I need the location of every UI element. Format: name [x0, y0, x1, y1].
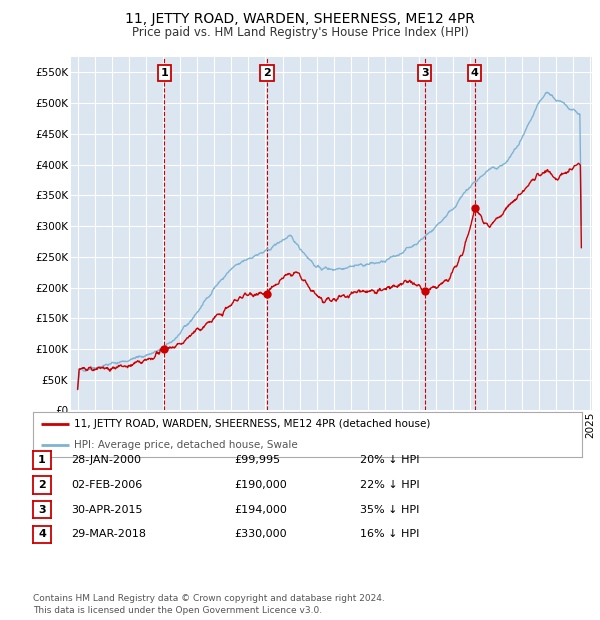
- Text: 11, JETTY ROAD, WARDEN, SHEERNESS, ME12 4PR: 11, JETTY ROAD, WARDEN, SHEERNESS, ME12 …: [125, 12, 475, 27]
- Text: 16% ↓ HPI: 16% ↓ HPI: [360, 529, 419, 539]
- Text: 20% ↓ HPI: 20% ↓ HPI: [360, 455, 419, 465]
- Text: Contains HM Land Registry data © Crown copyright and database right 2024.
This d: Contains HM Land Registry data © Crown c…: [33, 593, 385, 615]
- Text: 4: 4: [38, 529, 46, 539]
- Text: 2: 2: [38, 480, 46, 490]
- Text: 3: 3: [38, 505, 46, 515]
- Text: 11, JETTY ROAD, WARDEN, SHEERNESS, ME12 4PR (detached house): 11, JETTY ROAD, WARDEN, SHEERNESS, ME12 …: [74, 419, 431, 430]
- Text: £194,000: £194,000: [234, 505, 287, 515]
- Text: 4: 4: [470, 68, 479, 78]
- Text: 29-MAR-2018: 29-MAR-2018: [71, 529, 146, 539]
- Text: HPI: Average price, detached house, Swale: HPI: Average price, detached house, Swal…: [74, 440, 298, 450]
- Text: 1: 1: [160, 68, 168, 78]
- Text: 3: 3: [421, 68, 428, 78]
- Text: 35% ↓ HPI: 35% ↓ HPI: [360, 505, 419, 515]
- Text: 02-FEB-2006: 02-FEB-2006: [71, 480, 142, 490]
- Text: Price paid vs. HM Land Registry's House Price Index (HPI): Price paid vs. HM Land Registry's House …: [131, 26, 469, 39]
- Text: £330,000: £330,000: [234, 529, 287, 539]
- Text: 30-APR-2015: 30-APR-2015: [71, 505, 142, 515]
- Text: 2: 2: [263, 68, 271, 78]
- Text: 28-JAN-2000: 28-JAN-2000: [71, 455, 141, 465]
- Text: 1: 1: [38, 455, 46, 465]
- Text: 22% ↓ HPI: 22% ↓ HPI: [360, 480, 419, 490]
- Text: £99,995: £99,995: [234, 455, 280, 465]
- Text: £190,000: £190,000: [234, 480, 287, 490]
